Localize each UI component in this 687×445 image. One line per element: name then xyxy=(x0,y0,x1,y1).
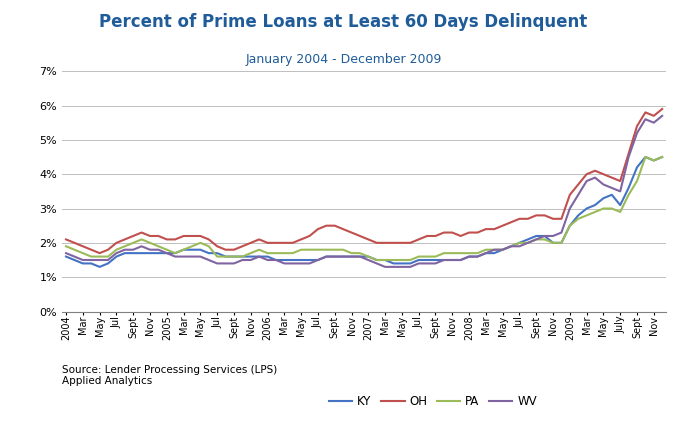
WV xyxy=(406,264,414,270)
KY xyxy=(155,251,163,256)
WV xyxy=(381,264,390,270)
KY xyxy=(448,257,456,263)
OH xyxy=(155,233,163,239)
PA xyxy=(263,251,271,256)
WV xyxy=(448,257,456,263)
KY xyxy=(406,261,414,266)
Legend: KY, OH, PA, WV: KY, OH, PA, WV xyxy=(324,390,541,413)
PA xyxy=(448,251,456,256)
PA xyxy=(616,209,624,214)
WV xyxy=(205,257,213,263)
PA xyxy=(62,243,70,249)
PA xyxy=(146,240,154,246)
PA xyxy=(406,257,414,263)
WV xyxy=(263,257,271,263)
OH xyxy=(272,240,280,246)
OH xyxy=(95,251,104,256)
Line: OH: OH xyxy=(66,109,662,253)
OH xyxy=(448,230,456,235)
KY xyxy=(641,154,649,160)
OH xyxy=(473,230,482,235)
KY xyxy=(62,254,70,259)
Line: WV: WV xyxy=(66,116,662,267)
KY xyxy=(616,202,624,208)
WV xyxy=(658,113,666,118)
KY xyxy=(95,264,104,270)
KY xyxy=(473,254,482,259)
OH xyxy=(62,237,70,242)
PA xyxy=(658,154,666,160)
KY xyxy=(272,257,280,263)
WV xyxy=(62,251,70,256)
Line: KY: KY xyxy=(66,157,662,267)
Text: Source: Lender Processing Services (LPS)
Applied Analytics: Source: Lender Processing Services (LPS)… xyxy=(62,365,277,387)
Text: January 2004 - December 2009: January 2004 - December 2009 xyxy=(245,53,442,66)
KY xyxy=(658,154,666,160)
WV xyxy=(473,254,482,259)
OH xyxy=(406,240,414,246)
PA xyxy=(641,154,649,160)
Line: PA: PA xyxy=(66,157,662,260)
Text: Percent of Prime Loans at Least 60 Days Delinquent: Percent of Prime Loans at Least 60 Days … xyxy=(100,13,587,31)
PA xyxy=(372,257,381,263)
WV xyxy=(146,247,154,252)
OH xyxy=(213,243,221,249)
PA xyxy=(473,251,482,256)
OH xyxy=(658,106,666,112)
